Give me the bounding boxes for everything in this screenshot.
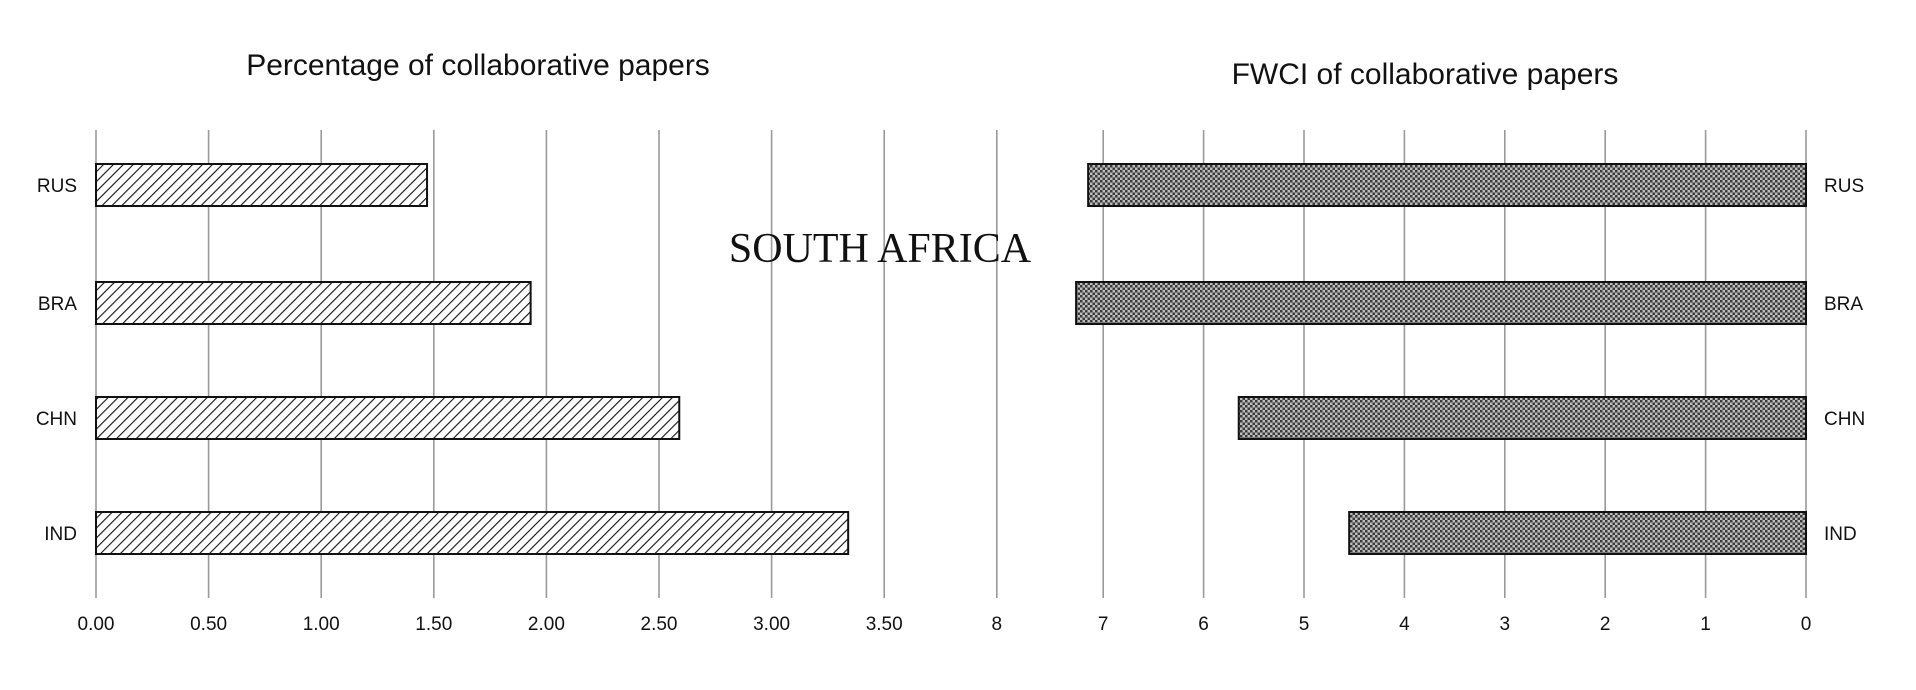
left-x-tick-label: 2.00 bbox=[528, 614, 565, 635]
left-x-tick-label: 2.50 bbox=[641, 614, 678, 635]
right-chart-bars bbox=[1075, 163, 1808, 555]
right-x-tick-label: 1 bbox=[1700, 614, 1711, 635]
right-category-label: RUS bbox=[1824, 176, 1864, 197]
left-chart-gridlines bbox=[95, 130, 998, 598]
right-category-label: CHN bbox=[1824, 409, 1865, 430]
left-category-label: IND bbox=[44, 524, 77, 545]
left-chart-bars bbox=[95, 163, 850, 555]
left-x-tick-label: 3.50 bbox=[866, 614, 903, 635]
right-bar-rus bbox=[1087, 163, 1807, 207]
left-category-label: CHN bbox=[36, 409, 77, 430]
right-x-tick-label: 3 bbox=[1500, 614, 1511, 635]
left-category-label: BRA bbox=[38, 294, 77, 315]
left-x-tick-label: 1.00 bbox=[303, 614, 340, 635]
left-x-tick-label: 8 bbox=[992, 614, 1003, 635]
right-bar-chn bbox=[1237, 396, 1807, 440]
left-bar-bra bbox=[95, 281, 532, 325]
right-x-tick-label: 5 bbox=[1299, 614, 1310, 635]
left-x-tick-label: 0.00 bbox=[78, 614, 115, 635]
country-label: SOUTH AFRICA bbox=[729, 226, 1032, 272]
right-category-label: BRA bbox=[1824, 294, 1863, 315]
left-bar-rus bbox=[95, 163, 429, 207]
left-x-tick-label: 3.00 bbox=[753, 614, 790, 635]
right-x-tick-label: 7 bbox=[1098, 614, 1109, 635]
right-x-tick-label: 6 bbox=[1198, 614, 1209, 635]
right-chart-x-ticks: 7 6 5 4 3 2 1 0 bbox=[1098, 614, 1811, 635]
left-chart-x-ticks: 0.00 0.50 1.00 1.50 2.00 2.50 3.00 3.50 8 bbox=[78, 614, 1003, 635]
right-bar-bra bbox=[1075, 281, 1808, 325]
left-x-tick-label: 1.50 bbox=[415, 614, 452, 635]
right-x-tick-label: 0 bbox=[1801, 614, 1812, 635]
right-x-tick-label: 4 bbox=[1399, 614, 1410, 635]
right-category-label: IND bbox=[1824, 524, 1857, 545]
right-chart-categories: RUS BRA CHN IND bbox=[1824, 176, 1865, 545]
left-chart-categories: RUS BRA CHN IND bbox=[36, 176, 77, 545]
right-bar-ind bbox=[1348, 511, 1808, 555]
right-chart-title: FWCI of collaborative papers bbox=[1232, 58, 1619, 91]
left-category-label: RUS bbox=[37, 176, 77, 197]
right-x-tick-label: 2 bbox=[1600, 614, 1611, 635]
left-bar-ind bbox=[95, 511, 850, 555]
left-x-tick-label: 0.50 bbox=[190, 614, 227, 635]
left-chart-title: Percentage of collaborative papers bbox=[246, 49, 710, 82]
left-bar-chn bbox=[95, 396, 681, 440]
